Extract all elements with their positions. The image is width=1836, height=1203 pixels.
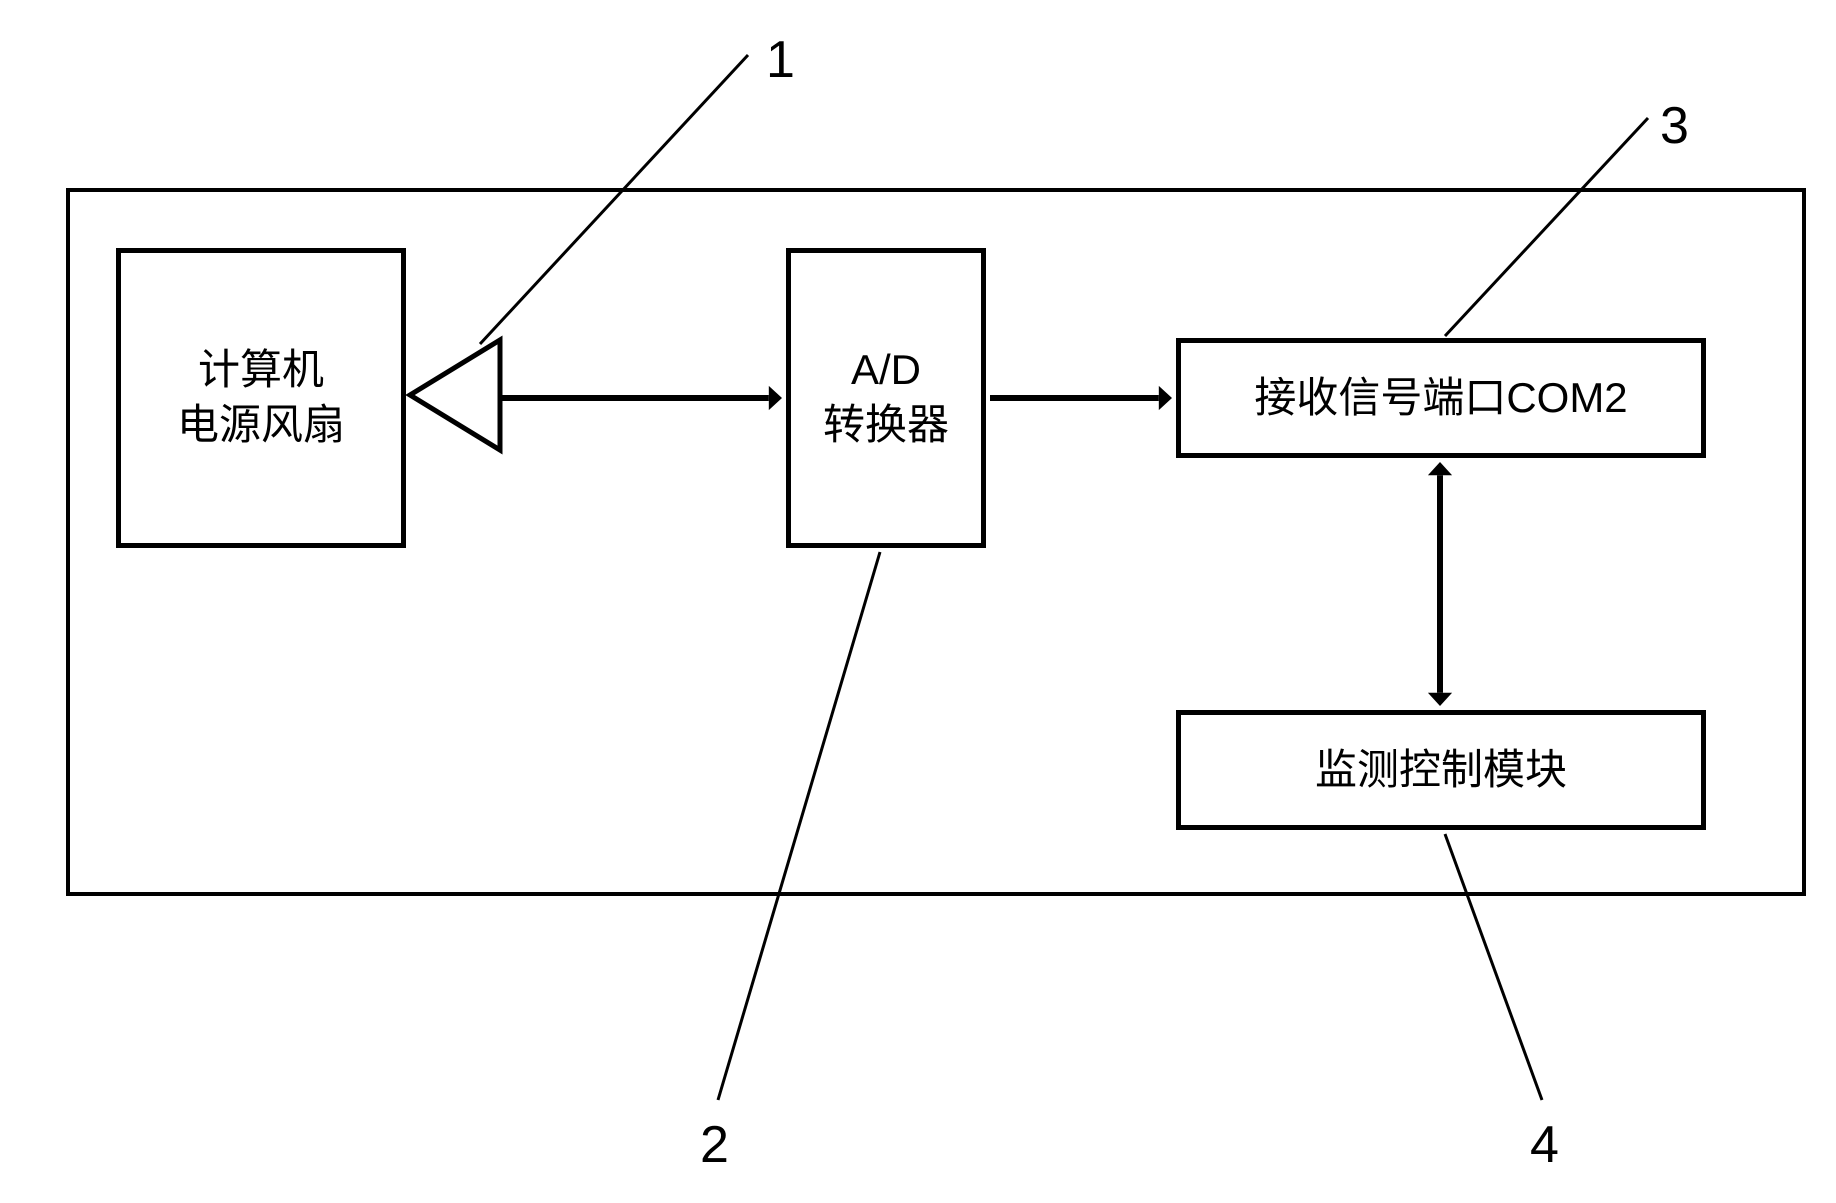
- callout-1-number: 1: [766, 30, 795, 90]
- node-fan-label: 计算机 电源风扇: [177, 343, 345, 452]
- callout-3-number: 3: [1660, 96, 1689, 156]
- node-port-label: 接收信号端口COM2: [1254, 371, 1627, 426]
- callout-4-number: 4: [1530, 1115, 1559, 1175]
- node-fan: 计算机 电源风扇: [116, 248, 406, 548]
- node-monitor: 监测控制模块: [1176, 710, 1706, 830]
- node-adc-label: A/D 转换器: [823, 343, 949, 452]
- node-monitor-label: 监测控制模块: [1315, 743, 1567, 798]
- callout-2-number: 2: [700, 1115, 729, 1175]
- node-adc: A/D 转换器: [786, 248, 986, 548]
- node-port: 接收信号端口COM2: [1176, 338, 1706, 458]
